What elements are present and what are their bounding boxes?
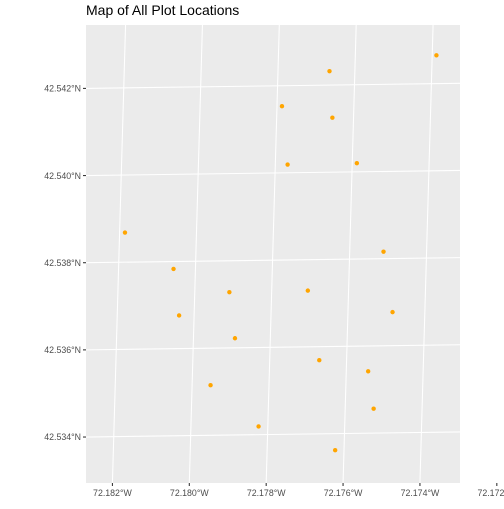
x-axis: 72.182°W 72.180°W 72.178°W 72.176°W 72.174°W…	[93, 483, 504, 498]
plot-point	[354, 160, 360, 166]
chart-title: Map of All Plot Locations	[86, 2, 239, 18]
plot-point	[171, 266, 176, 272]
plot-point	[381, 249, 386, 254]
plot-point	[332, 447, 338, 453]
y-axis: 42.534°N 42.536°N 42.538°N 42.540°N 42.542°N	[44, 84, 86, 442]
plot-point	[208, 383, 213, 388]
plot-point	[498, 144, 502, 148]
y-tick-label: 42.542°N	[44, 84, 81, 94]
plot-point	[330, 115, 335, 120]
plot-point	[232, 336, 238, 341]
parallel-line-4	[86, 82, 460, 89]
x-tick-label: 72.182°W	[93, 488, 132, 498]
x-tick-label: 72.180°W	[170, 488, 209, 498]
plot-point	[477, 39, 481, 43]
x-tick-label: 72.174°W	[401, 488, 440, 498]
y-tick-label: 42.534°N	[44, 432, 81, 442]
plot-point	[317, 358, 322, 363]
plot-point	[390, 309, 395, 315]
y-tick-label: 42.538°N	[44, 258, 81, 268]
plot-point	[434, 53, 439, 58]
plot-point	[122, 230, 128, 235]
graticule-lines	[86, 17, 504, 497]
plot-point	[256, 424, 261, 429]
x-tick-label: 72.176°W	[324, 488, 363, 498]
plot-point	[227, 289, 232, 295]
parallel-line-1	[86, 344, 460, 351]
plot-point	[176, 313, 182, 318]
plot-point	[305, 288, 311, 293]
y-tick-label: 42.540°N	[44, 171, 81, 181]
x-tick-label: 72.172°W	[477, 488, 504, 498]
plot-point	[365, 369, 371, 374]
plot-points	[122, 39, 502, 453]
parallel-line-3	[86, 169, 460, 177]
plot-point	[371, 406, 376, 411]
y-tick-label: 42.536°N	[44, 345, 81, 355]
x-tick-label: 72.178°W	[247, 488, 286, 498]
parallel-line-0	[86, 431, 460, 438]
meridian-line-5	[496, 17, 504, 497]
plot-point	[279, 104, 285, 109]
parallel-line-2	[86, 257, 460, 264]
plot-point	[327, 68, 332, 74]
plot-point	[285, 162, 290, 167]
